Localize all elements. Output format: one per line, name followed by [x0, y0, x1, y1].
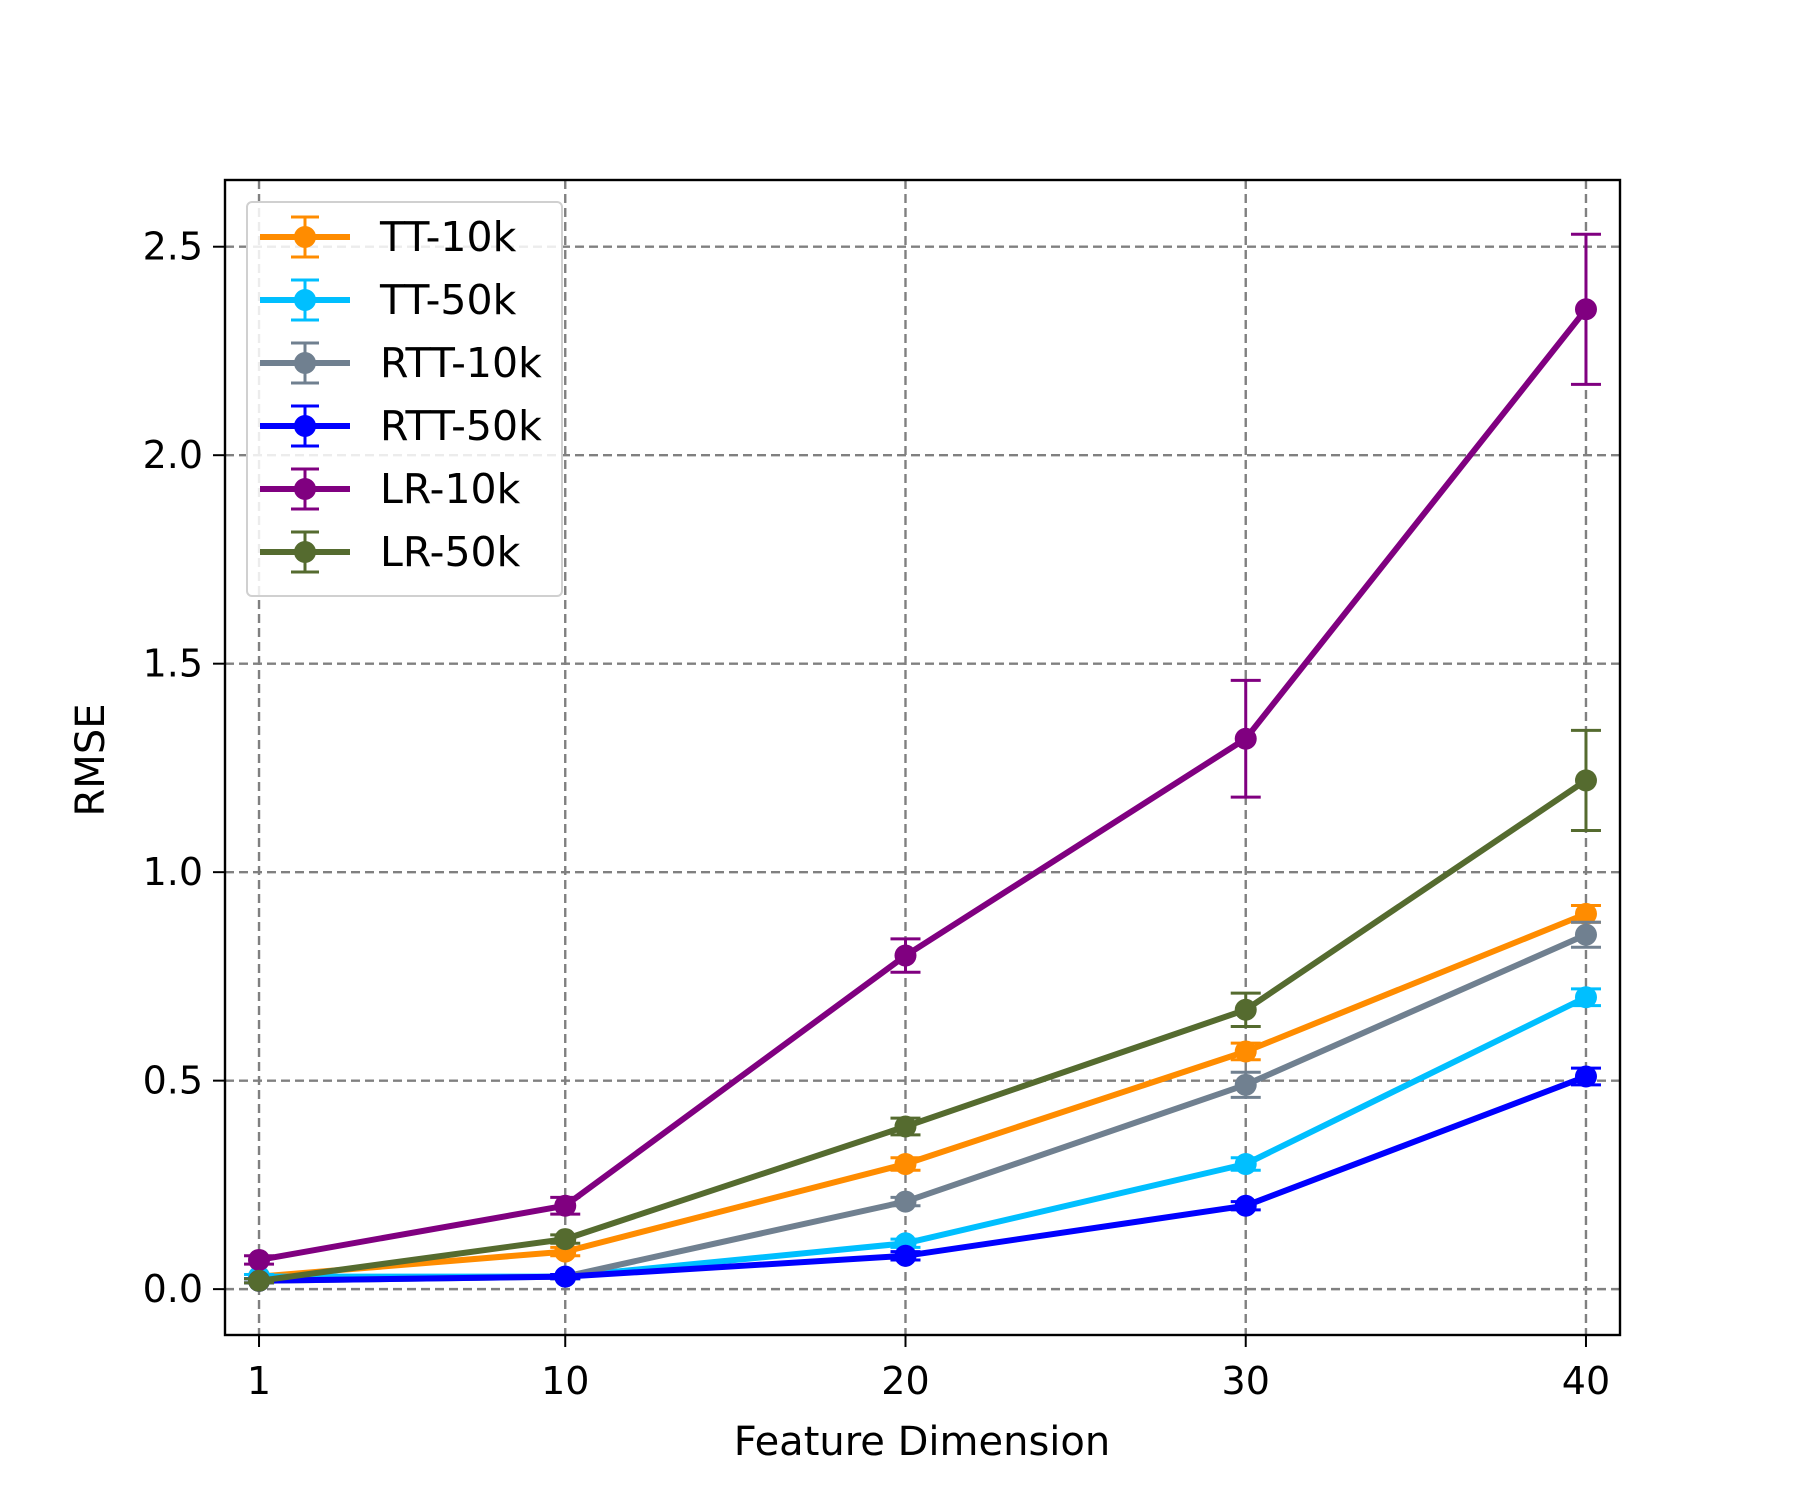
legend-label: RTT-10k: [380, 339, 542, 387]
legend-label: RTT-50k: [380, 402, 542, 450]
legend-label: TT-10k: [379, 213, 517, 261]
data-point: [1574, 1065, 1597, 1088]
data-point: [894, 1153, 917, 1176]
y-tick-label: 2.5: [143, 225, 203, 269]
series-lr-50k: [244, 728, 1601, 1292]
legend-item-tt-10k: TT-10k: [260, 213, 517, 261]
data-point: [894, 944, 917, 967]
data-point: [1574, 769, 1597, 792]
data-point: [1234, 1153, 1257, 1176]
legend-label: TT-50k: [379, 276, 517, 324]
x-axis-label: Feature Dimension: [734, 1419, 1110, 1465]
legend-marker: [294, 352, 316, 374]
data-point: [1574, 986, 1597, 1009]
x-tick-label: 1: [247, 1359, 271, 1403]
legend-label: LR-10k: [380, 465, 521, 513]
series-layer: [244, 232, 1601, 1292]
y-tick-label: 0.0: [143, 1267, 203, 1311]
x-tick-label: 30: [1222, 1359, 1270, 1403]
legend-marker: [294, 289, 316, 311]
data-point: [248, 1248, 271, 1271]
legend-marker: [294, 415, 316, 437]
data-point: [1234, 727, 1257, 750]
y-axis-label: RMSE: [68, 704, 114, 817]
y-tick-label: 2.0: [143, 433, 203, 477]
x-tick-label: 40: [1562, 1359, 1610, 1403]
y-tick-label: 0.5: [143, 1059, 203, 1103]
legend-marker: [294, 226, 316, 248]
data-point: [894, 1115, 917, 1138]
data-point: [1574, 923, 1597, 946]
data-point: [894, 1190, 917, 1213]
legend: TT-10k TT-50k RTT-10k RTT-50k LR-10k LR-50k: [246, 201, 563, 597]
data-point: [554, 1265, 577, 1288]
x-tick-label: 10: [541, 1359, 589, 1403]
data-point: [248, 1269, 271, 1292]
y-tick-label: 1.0: [143, 850, 203, 894]
data-point: [894, 1244, 917, 1267]
y-tick-label: 1.5: [143, 642, 203, 686]
legend-item-lr-10k: LR-10k: [260, 465, 521, 513]
data-point: [1234, 998, 1257, 1021]
legend-item-rtt-10k: RTT-10k: [260, 339, 542, 387]
data-point: [554, 1228, 577, 1251]
data-point: [1234, 1040, 1257, 1063]
x-tick-label: 20: [881, 1359, 929, 1403]
data-point: [1234, 1073, 1257, 1096]
legend-item-tt-50k: TT-50k: [260, 276, 517, 324]
data-point: [1234, 1194, 1257, 1217]
data-point: [554, 1194, 577, 1217]
legend-item-lr-50k: LR-50k: [260, 528, 521, 576]
legend-label: LR-50k: [380, 528, 521, 576]
plot-frame: [223, 178, 1622, 1337]
data-point: [1574, 298, 1597, 321]
axis-ticks: 1 10 20 30 40 0.0 0.5 1.0 1.5 2.0 2.5: [143, 225, 1611, 1403]
legend-marker: [294, 541, 316, 563]
series-lr-10k: [244, 232, 1601, 1271]
legend-item-rtt-50k: RTT-50k: [260, 402, 542, 450]
data-point: [1574, 902, 1597, 925]
legend-marker: [294, 478, 316, 500]
